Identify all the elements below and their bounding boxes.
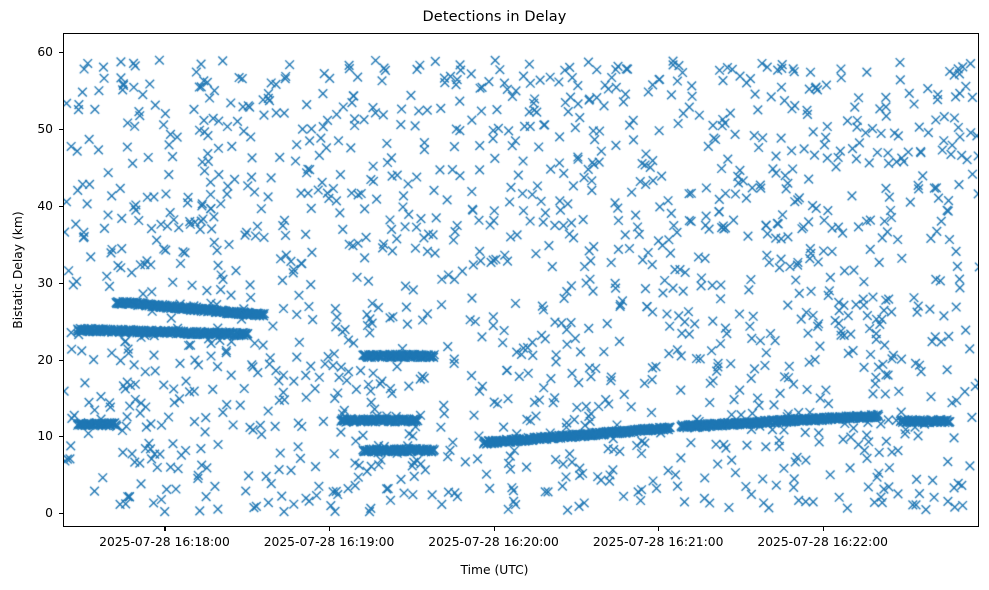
- x-axis-tick-mark: [822, 527, 824, 531]
- y-axis-tick-label: 0: [45, 506, 53, 521]
- x-axis-tick-mark: [329, 527, 331, 531]
- y-axis-tick-mark: [59, 359, 63, 361]
- y-axis-label: Bistatic Delay (km): [11, 211, 25, 329]
- plot-axes: [63, 33, 979, 527]
- y-axis-tick-mark: [59, 129, 63, 131]
- x-axis-tick-label: 2025-07-28 16:19:00: [263, 535, 395, 549]
- y-axis-tick-mark: [59, 513, 63, 515]
- x-axis-tick-label: 2025-07-28 16:22:00: [757, 535, 888, 549]
- y-axis-tick-labels: 0 10 20 30 40 50 60: [0, 0, 53, 590]
- x-axis-tick-label: 2025-07-28 16:21:00: [592, 535, 724, 549]
- y-axis-tick-label: 40: [37, 198, 53, 213]
- x-axis-tick-mark: [164, 527, 166, 531]
- x-axis-tick-label: 2025-07-28 16:20:00: [428, 535, 559, 549]
- y-axis-tick-label: 10: [37, 429, 53, 444]
- x-axis-tick-mark: [493, 527, 495, 531]
- y-axis-tick-label: 30: [37, 275, 53, 290]
- page-title: Detections in Delay: [422, 9, 567, 25]
- y-axis-tick-mark: [59, 205, 63, 207]
- y-axis-tick-mark: [59, 436, 63, 438]
- y-axis-tick-mark: [59, 52, 63, 54]
- y-axis-tick-label: 20: [37, 352, 53, 367]
- x-axis-label: Time (UTC): [460, 563, 529, 577]
- scatter-plot-canvas: [64, 34, 978, 526]
- x-axis-tick-label: 2025-07-28 16:18:00: [99, 535, 230, 549]
- x-axis-tick-mark: [658, 527, 660, 531]
- y-axis-tick-mark: [59, 282, 63, 284]
- y-axis-tick-label: 60: [37, 45, 53, 60]
- y-axis-tick-label: 50: [37, 122, 53, 137]
